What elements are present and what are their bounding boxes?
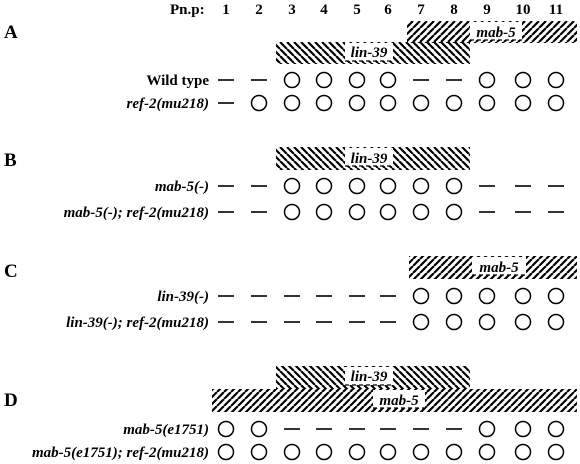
panel-letter-d: D: [4, 390, 18, 411]
vpc-induced-circle: [348, 177, 366, 195]
vpc-induced-circle: [514, 420, 532, 438]
panel-b-lin39-bar: lin-39: [276, 147, 470, 170]
vpc-induced-circle: [547, 443, 565, 461]
pnp-cell-number: 8: [450, 2, 458, 18]
vpc-induced-circle: [445, 177, 463, 195]
panel-c-mab5-bar: mab-5: [409, 256, 577, 279]
genotype-label: mab-5(e1751); ref-2(mu218): [32, 445, 209, 461]
pnp-cell-number: 5: [353, 2, 361, 18]
panel-d-mab5-label: mab-5: [379, 393, 419, 409]
panel-a-mab5-label: mab-5: [476, 25, 516, 41]
vpc-induced-circle: [445, 287, 463, 305]
vpc-induced-circle: [348, 94, 366, 112]
genotype-label: lin-39(-); ref-2(mu218): [66, 315, 209, 331]
vpc-induced-circle: [379, 203, 397, 221]
vpc-induced-circle: [379, 443, 397, 461]
pnp-cell-number: 1: [222, 2, 230, 18]
panel-a-lin39-bar: lin-39: [276, 42, 470, 64]
vpc-induced-circle: [217, 420, 235, 438]
pnp-cell-number: 6: [384, 2, 392, 18]
vpc-induced-circle: [412, 203, 430, 221]
vpc-induced-circle: [283, 71, 301, 89]
panel-c-mab5-label: mab-5: [479, 260, 519, 276]
vpc-induced-circle: [348, 443, 366, 461]
vpc-induced-circle: [412, 443, 430, 461]
vpc-induced-circle: [445, 443, 463, 461]
panel-a-mab5-bar: mab-5: [407, 21, 577, 43]
vpc-induced-circle: [379, 94, 397, 112]
vpc-induced-circle: [412, 177, 430, 195]
vpc-induced-circle: [514, 71, 532, 89]
pnp-cell-number: 10: [516, 2, 531, 18]
pnp-header-label: Pn.p:: [170, 2, 205, 18]
vpc-induced-circle: [478, 71, 496, 89]
vpc-induced-circle: [514, 94, 532, 112]
vpc-induced-circle: [547, 287, 565, 305]
genotype-label: mab-5(-); ref-2(mu218): [64, 205, 209, 221]
vpc-induced-circle: [315, 94, 333, 112]
vpc-induced-circle: [547, 71, 565, 89]
vpc-induced-circle: [412, 313, 430, 331]
vpc-induced-circle: [445, 313, 463, 331]
vpc-induced-circle: [478, 287, 496, 305]
vpc-induced-circle: [412, 287, 430, 305]
vpc-induced-circle: [379, 177, 397, 195]
vpc-induced-circle: [315, 203, 333, 221]
vpc-induced-circle: [478, 443, 496, 461]
genotype-label: mab-5(e1751): [123, 422, 209, 438]
vpc-induced-circle: [217, 443, 235, 461]
vpc-induced-circle: [250, 443, 268, 461]
panel-letter-a: A: [4, 22, 18, 43]
vpc-induced-circle: [250, 94, 268, 112]
vpc-induced-circle: [514, 443, 532, 461]
vpc-induced-circle: [250, 420, 268, 438]
pnp-cell-number: 7: [417, 2, 425, 18]
pnp-cell-number: 2: [255, 2, 263, 18]
vpc-induced-circle: [315, 443, 333, 461]
vpc-induced-circle: [412, 94, 430, 112]
vpc-induced-circle: [283, 443, 301, 461]
vpc-induced-circle: [478, 94, 496, 112]
vpc-induced-circle: [514, 287, 532, 305]
genotype-label: lin-39(-): [157, 289, 209, 305]
panel-b-lin39-label: lin-39: [351, 151, 388, 167]
genotype-label: Wild type: [146, 73, 209, 89]
vpc-induced-circle: [283, 94, 301, 112]
vpc-induced-circle: [514, 313, 532, 331]
panel-letter-b: B: [4, 150, 17, 171]
pnp-cell-number: 4: [320, 2, 328, 18]
panel-d-lin39-label: lin-39: [351, 369, 388, 385]
genotype-label: ref-2(mu218): [127, 96, 210, 112]
vpc-induced-circle: [547, 313, 565, 331]
vpc-induced-circle: [478, 420, 496, 438]
vpc-induced-circle: [348, 71, 366, 89]
vpc-induced-circle: [315, 71, 333, 89]
panel-a-lin39-label: lin-39: [351, 45, 388, 61]
genotype-label: mab-5(-): [155, 179, 209, 195]
panel-d-lin39-bar: lin-39: [276, 366, 470, 389]
pnp-cell-number: 9: [483, 2, 491, 18]
vpc-induced-circle: [547, 420, 565, 438]
vpc-induced-circle: [348, 203, 366, 221]
panel-letter-c: C: [4, 261, 18, 282]
panel-d-mab5-bar: mab-5: [212, 389, 577, 412]
vpc-induced-circle: [283, 203, 301, 221]
vpc-induced-circle: [315, 177, 333, 195]
vpc-induced-circle: [379, 71, 397, 89]
vpc-induced-circle: [283, 177, 301, 195]
pnp-cell-number: 3: [288, 2, 296, 18]
vpc-induced-circle: [547, 94, 565, 112]
vpc-induced-circle: [478, 313, 496, 331]
vpc-induced-circle: [445, 94, 463, 112]
pnp-cell-number: 11: [549, 2, 563, 18]
vpc-induced-circle: [445, 203, 463, 221]
